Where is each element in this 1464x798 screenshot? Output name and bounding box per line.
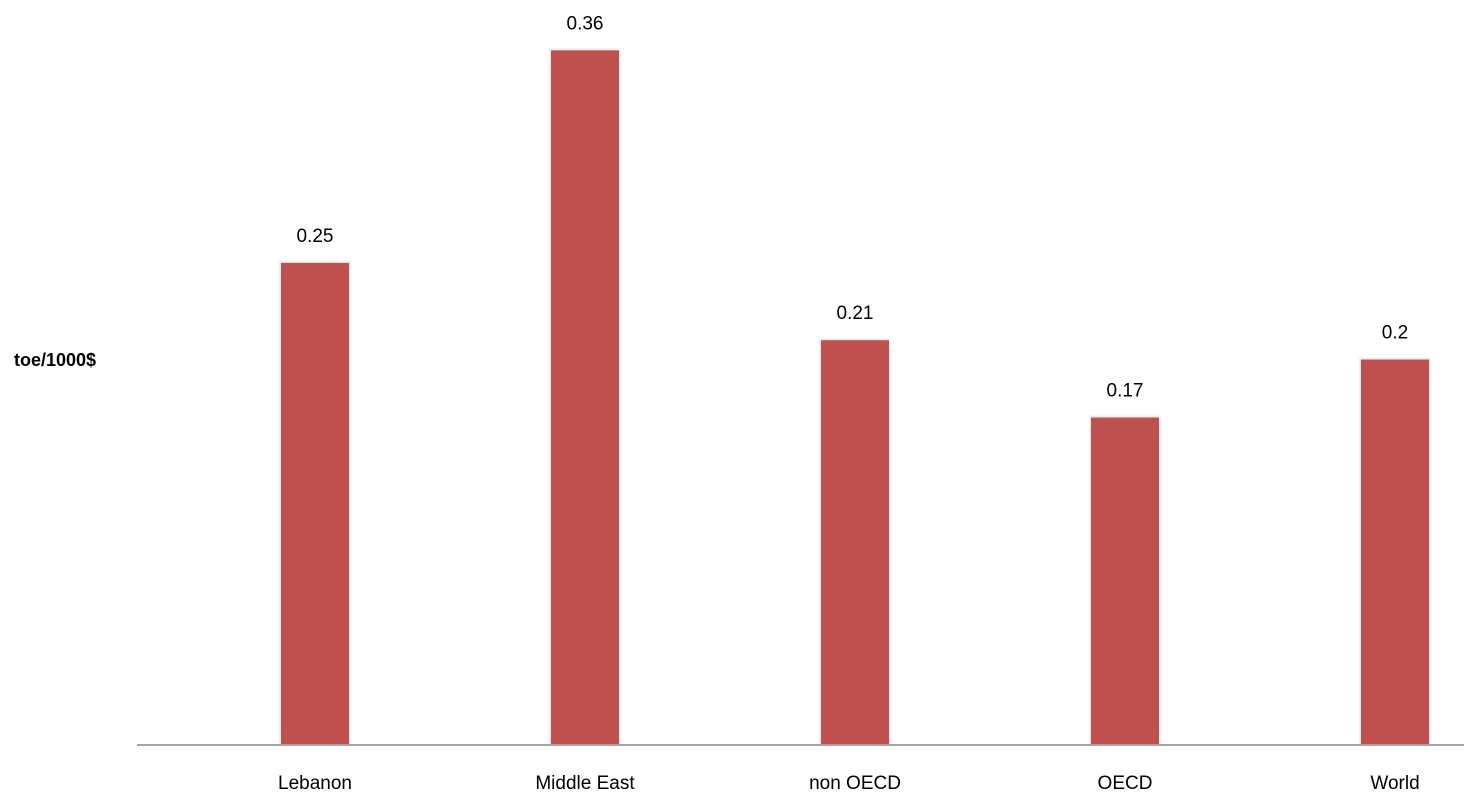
x-tick-label: non OECD bbox=[809, 773, 901, 793]
data-label: 0.21 bbox=[837, 303, 874, 324]
x-tick-label: Middle East bbox=[535, 773, 635, 793]
bar-lebanon bbox=[279, 260, 351, 746]
x-tick-label: OECD bbox=[1098, 773, 1153, 793]
bar-middle-east bbox=[549, 48, 621, 746]
data-label: 0.17 bbox=[1107, 380, 1144, 401]
data-label: 0.36 bbox=[567, 13, 604, 34]
bar-world bbox=[1359, 357, 1431, 746]
y-axis-label: toe/1000$ bbox=[14, 350, 97, 370]
x-tick-label: World bbox=[1370, 773, 1419, 793]
bar-oecd bbox=[1089, 415, 1161, 746]
x-tick-label: Lebanon bbox=[278, 773, 352, 793]
bar-non-oecd bbox=[819, 338, 891, 746]
data-label: 0.2 bbox=[1382, 323, 1408, 344]
data-label: 0.25 bbox=[297, 226, 334, 247]
